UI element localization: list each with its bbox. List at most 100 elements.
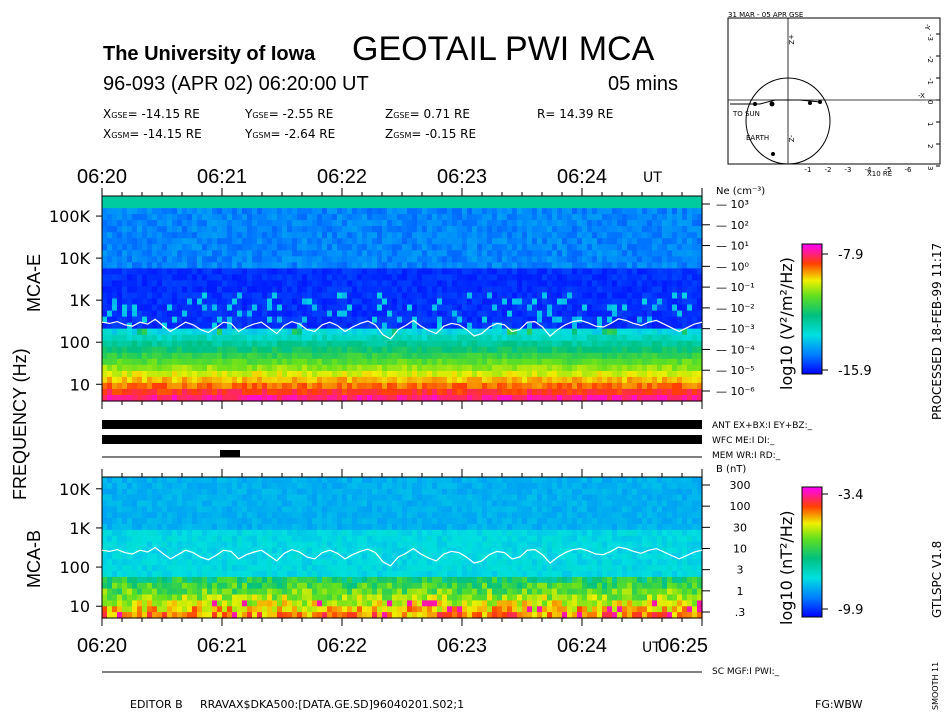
frequency-label: FREQUENCY (Hz) [10, 348, 30, 500]
mca-e-rtick-label: — 10⁰ [716, 260, 749, 273]
mca-e-colorbar: -7.9 -15.9 log10 (V²/m²/Hz) [777, 244, 872, 390]
orbit-right-tick-label: -2 [926, 56, 934, 63]
e-colorbar-max: -7.9 [838, 248, 863, 263]
bottom-time-end: 06:25 [658, 635, 708, 657]
orbit-right-tick-label: 0 [926, 100, 934, 104]
footer-path: RRAVAX$DKA500:[DATA.GE.SD]96040201.S02;1 [200, 698, 464, 711]
svg-text:ZGSE= 0.71 RE: ZGSE= 0.71 RE [385, 107, 470, 121]
mca-b-ytick-label: 10 [70, 597, 90, 616]
time-tick-label: 06:20 [77, 635, 127, 657]
mca-e-rtick-label: — 10¹ [716, 240, 749, 253]
time-tick-label: 06:23 [437, 635, 487, 657]
svg-text:YGSE= -2.55 RE: YGSE= -2.55 RE [244, 107, 333, 121]
orbit-right-tick-label: 1 [926, 122, 934, 126]
mca-b-rtick-label: 300 [730, 479, 751, 492]
b-colorbar-max: -3.4 [838, 488, 863, 503]
orbit-right-tick-label: -1 [926, 78, 934, 85]
mca-e-rtick-label: — 10⁻⁵ [716, 364, 755, 377]
processed-stamp: PROCESSED 18-FEB-99 11:17 [930, 243, 944, 420]
orbit-earth: EARTH [746, 134, 769, 142]
duration: 05 mins [608, 73, 678, 95]
mca-b-colorbar: -3.4 -9.9 log10 (nT²/Hz) [777, 487, 863, 625]
orbit-to-sun: TO SUN [732, 110, 760, 118]
orbit-bottom-tick-label: -6 [905, 166, 913, 174]
mca-e-ytick-label: 100 [59, 333, 90, 352]
svg-text:-Y: -Y [923, 24, 931, 31]
status-bars: ANT EX+BX:I EY+BZ:_ WFC ME:I DI:_ MEM WR… [102, 420, 813, 461]
svg-text:XGSE= -14.15 RE: XGSE= -14.15 RE [103, 107, 200, 121]
e-colorbar-min: -15.9 [838, 364, 872, 379]
time-tick-label: 06:22 [317, 166, 367, 188]
orbit-bottom-tick-label: -3 [845, 166, 852, 174]
status-mem: MEM WR:I RD:_ [712, 451, 781, 461]
institution: The University of Iowa [103, 43, 316, 65]
orbit-right-tick-label: 2 [926, 144, 934, 148]
status-ant: ANT EX+BX:I EY+BZ:_ [712, 421, 813, 431]
ne-axis-label: Ne (cm⁻³) [716, 186, 765, 197]
mca-e-rtick-label: — 10³ [716, 198, 749, 211]
time-tick-label: 06:23 [437, 166, 487, 188]
orbit-bottom-tick-label: -2 [825, 166, 832, 174]
mca-e-rtick-label: — 10² [716, 219, 749, 232]
ant-bar [102, 420, 702, 429]
svg-text:R= 14.39 RE: R= 14.39 RE [537, 107, 613, 121]
orbit-frame [728, 18, 940, 164]
mca-e-rtick-label: — 10⁻¹ [716, 281, 755, 294]
time-tick-label: 06:24 [557, 635, 607, 657]
orbit-plot: 31 MAR - 05 APR GSE TO SUN EARTH -X +Z -… [728, 11, 940, 178]
mca-e-heatmap [102, 196, 703, 402]
time-tick-label: 06:24 [557, 166, 607, 188]
mca-e-rtick-label: — 10⁻² [716, 302, 755, 315]
mca-e-rtick-label: — 10⁻³ [716, 323, 755, 336]
mca-b-ytick-label: 10K [59, 480, 90, 499]
orbit-right-tick-label: 3 [926, 166, 934, 170]
mca-b-heatmap [102, 477, 703, 619]
mca-b-label: MCA-B [24, 530, 44, 588]
orbit-bottom-tick-label: -1 [805, 166, 812, 174]
b-colorbar-label: log10 (nT²/Hz) [777, 511, 796, 625]
mca-e-rtick-label: — 10⁻⁶ [716, 385, 755, 398]
instrument-title: GEOTAIL PWI MCA [352, 30, 655, 68]
svg-text:ZGSM= -0.15 RE: ZGSM= -0.15 RE [385, 127, 476, 141]
version-stamp: GTLSPC V1.8 [930, 541, 944, 618]
top-time-unit: UT [643, 170, 662, 186]
time-tick-label: 06:21 [197, 166, 247, 188]
orbit-x-unit: X10 RE [867, 170, 892, 178]
status-wfc: WFC ME:I DI:_ [712, 436, 775, 446]
orbit-track [730, 100, 820, 104]
status-sc: SC MGF:I PWI:_ [712, 667, 780, 677]
mca-e-label: MCA-E [24, 254, 44, 312]
mca-e-rtick-label: — 10⁻⁴ [716, 343, 755, 356]
wfc-bar [102, 435, 702, 444]
time-tick-label: 06:21 [197, 635, 247, 657]
svg-text:XGSM= -14.15 RE: XGSM= -14.15 RE [103, 127, 202, 141]
mca-b-rtick-label: 100 [730, 500, 751, 513]
date-line: 96-093 (APR 02) 06:20:00 UT [103, 73, 369, 95]
gse-coords: XGSE= -14.15 RE YGSE= -2.55 RE ZGSE= 0.7… [103, 107, 613, 121]
mca-e-ytick-label: 10 [70, 375, 90, 394]
mem-bar [220, 450, 240, 457]
e-colorbar-label: log10 (V²/m²/Hz) [777, 257, 796, 390]
footer-fg: FG:WBW [815, 698, 863, 711]
time-tick-label: 06:22 [317, 635, 367, 657]
mca-e-ytick-label: 100K [49, 207, 91, 226]
mca-b-panel: 10 100 1K 10K 300 100 30 10 3 1 .3 [59, 477, 750, 619]
time-tick-label: 06:20 [77, 166, 127, 188]
smooth-stamp: SMOOTH 11 [931, 662, 940, 710]
mca-b-rtick-label: 10 [733, 543, 747, 556]
mca-e-ytick-label: 1K [69, 291, 90, 310]
svg-text:+Z: +Z [787, 34, 795, 45]
orbit-right-tick-label: -3 [926, 34, 934, 41]
svg-text:YGSM= -2.64 RE: YGSM= -2.64 RE [244, 127, 335, 141]
mca-b-rtick-label: 3 [737, 564, 744, 577]
gsm-coords: XGSM= -14.15 RE YGSM= -2.64 RE ZGSM= -0.… [103, 127, 476, 141]
mca-b-ytick-label: 100 [59, 558, 90, 577]
mca-b-ytick-label: 1K [69, 519, 90, 538]
footer-editor: EDITOR B [130, 698, 183, 711]
b-colorbar-min: -9.9 [838, 603, 863, 618]
mca-b-rtick-label: 30 [733, 521, 747, 534]
mca-b-rtick-label: 1 [737, 585, 744, 598]
mca-b-rtick-label: .3 [735, 606, 746, 619]
